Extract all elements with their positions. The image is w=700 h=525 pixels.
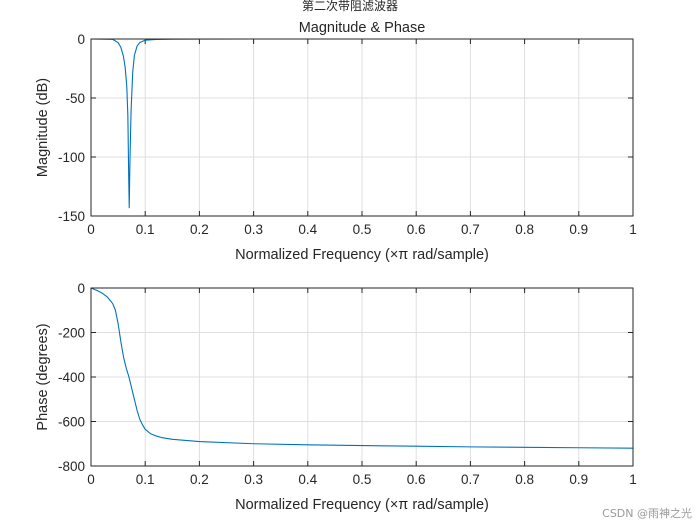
axes-box-2 [90,287,634,467]
x-tick-label: 0.2 [190,472,209,487]
x-axis-label: Normalized Frequency (×π rad/sample) [235,247,489,263]
y-tick-label: -100 [58,150,85,165]
y-tick-label: 0 [77,32,85,47]
y-tick-label: -150 [58,209,85,224]
watermark: CSDN @雨神之光 [602,507,692,520]
y-tick-label: -400 [58,370,85,385]
plot-title: Magnitude & Phase [299,20,426,36]
x-tick-label: 0.9 [569,222,588,237]
x-tick-label: 0.8 [515,472,534,487]
x-tick-label: 0.8 [515,222,534,237]
x-axis-label: Normalized Frequency (×π rad/sample) [235,497,489,513]
x-tick-label: 0.7 [461,222,480,237]
x-tick-label: 0.4 [298,472,317,487]
x-tick-label: 0.6 [407,472,426,487]
x-tick-label: 0 [87,472,95,487]
x-tick-label: 0.2 [190,222,209,237]
y-tick-label: -50 [65,91,85,106]
x-tick-label: 0 [87,222,95,237]
x-tick-label: 0.5 [353,472,372,487]
x-tick-label: 0.7 [461,472,480,487]
x-tick-label: 1 [629,222,637,237]
y-axis-label: Magnitude (dB) [35,78,51,177]
x-tick-label: 0.9 [569,472,588,487]
x-tick-label: 0.3 [244,222,263,237]
y-tick-label: -600 [58,415,85,430]
phase-series-line [90,287,634,449]
figure-title: 第二次带阻滤波器 [301,0,398,13]
y-axis-label: Phase (degrees) [35,323,51,430]
x-tick-label: 0.4 [298,222,317,237]
y-tick-label: 0 [77,281,85,296]
x-tick-label: 1 [629,472,637,487]
x-tick-label: 0.3 [244,472,263,487]
x-tick-label: 0.1 [136,222,155,237]
axes-box-1 [90,38,634,217]
x-tick-label: 0.1 [136,472,155,487]
y-tick-label: -200 [58,326,85,341]
x-tick-label: 0.5 [353,222,372,237]
x-tick-label: 0.6 [407,222,426,237]
y-tick-label: -800 [58,459,85,474]
